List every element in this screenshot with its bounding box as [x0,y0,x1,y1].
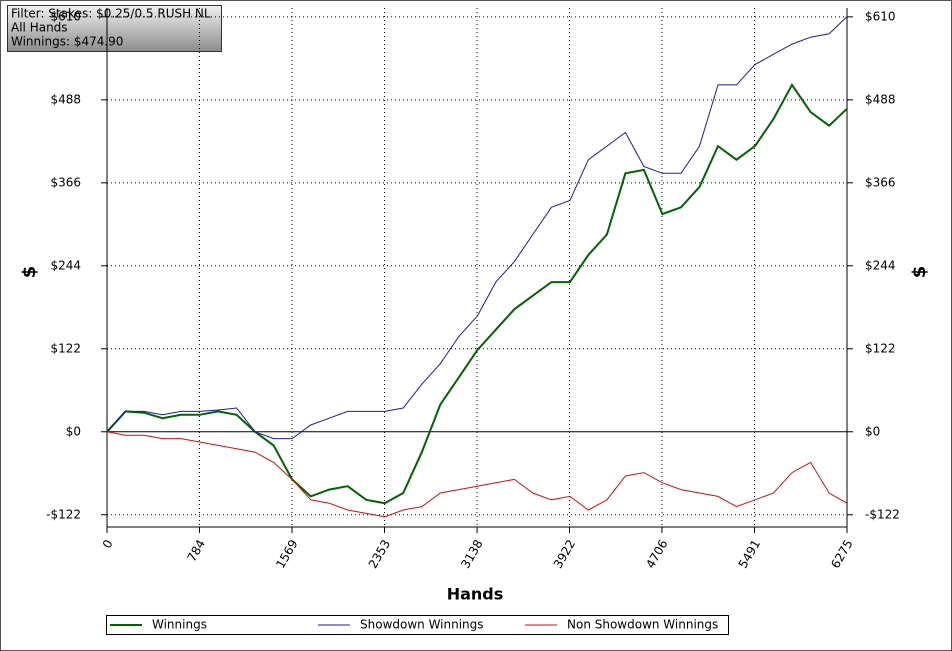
y-tick-label: $366 [50,175,81,189]
y2-tick-label: -$122 [865,507,900,521]
y2-tick-label: $244 [865,258,896,272]
y2-tick-label: $0 [865,424,880,438]
y-tick-label: -$122 [46,507,81,521]
y2-tick-label: $610 [865,9,896,23]
legend-label: Showdown Winnings [360,618,484,632]
legend-label: Non Showdown Winnings [567,618,718,632]
series-line [106,431,848,518]
y-tick-label: $122 [50,341,81,355]
filter-line: Filter: Stakes: $0.25/0.5 RUSH NL [11,7,211,21]
legend [106,615,729,635]
series-line [106,16,848,440]
y-tick-label: $488 [50,92,81,106]
series-line [106,82,848,505]
filter-line: All Hands [11,21,68,35]
y-tick-label: $610 [50,9,81,23]
y2-tick-label: $122 [865,341,896,355]
y-tick-label: $0 [66,424,81,438]
y-axis-label: $ [19,266,40,279]
x-axis-label: Hands [447,585,504,604]
y-tick-label: $244 [50,258,81,272]
y2-axis-label: $ [909,266,930,279]
legend-label: Winnings [152,618,207,632]
filter-box [7,5,222,52]
y2-tick-label: $366 [865,175,896,189]
y2-tick-label: $488 [865,92,896,106]
filter-line: Winnings: $474.90 [11,35,123,49]
